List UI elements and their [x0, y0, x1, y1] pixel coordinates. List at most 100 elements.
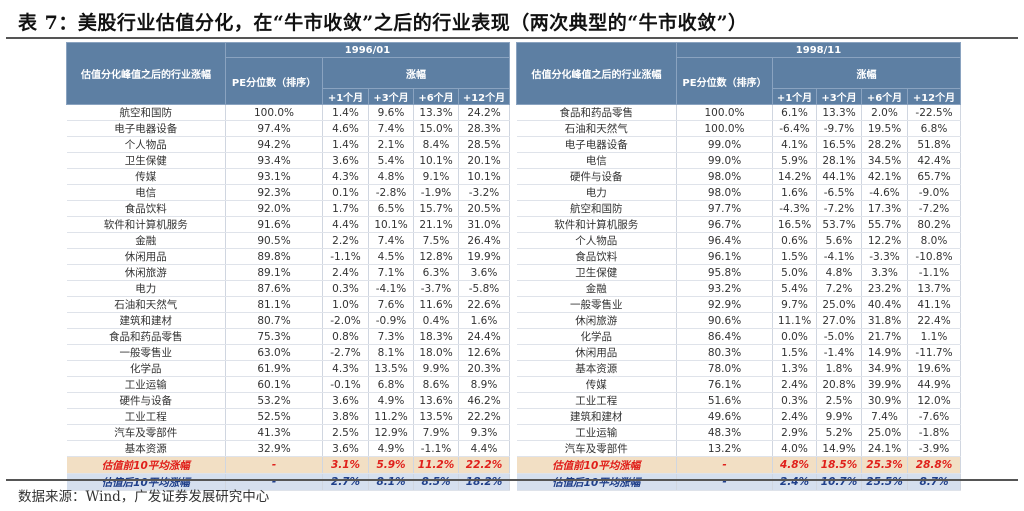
change-1m-cell: 16.5%: [772, 216, 817, 233]
industry-cell: 软件和计算机服务: [516, 216, 677, 233]
change-6m-cell: 3.3%: [861, 264, 908, 281]
industry-cell: 休闲用品: [66, 248, 226, 265]
industry-cell: 工业工程: [516, 392, 677, 409]
pe-percentile-cell: 100.0%: [676, 120, 773, 137]
change-12m-cell: 80.2%: [907, 216, 961, 233]
change-6m-cell: -1.1%: [413, 440, 459, 457]
change-1m-cell: -1.1%: [322, 248, 369, 265]
table-row: 一般零售业 92.9% 9.7% 25.0% 40.4% 41.1%: [516, 296, 961, 313]
industry-cell: 软件和计算机服务: [66, 216, 226, 233]
table-row: 传媒 76.1% 2.4% 20.8% 39.9% 44.9%: [516, 376, 961, 393]
change-3m-cell: -2.8%: [368, 184, 414, 201]
change-1m-cell: 3.1%: [322, 456, 369, 474]
table-row: 休闲旅游 89.1% 2.4% 7.1% 6.3% 3.6%: [66, 264, 510, 281]
change-3m-cell: 7.4%: [368, 232, 414, 249]
change-6m-cell: -4.6%: [861, 184, 908, 201]
pe-percentile-cell: -: [676, 473, 773, 491]
table-row: 卫生保健 95.8% 5.0% 4.8% 3.3% -1.1%: [516, 264, 961, 281]
change-3m-cell: 14.9%: [816, 440, 862, 457]
change-6m-cell: 13.3%: [413, 104, 459, 121]
pe-percentile-cell: 93.2%: [676, 280, 773, 297]
pe-percentile-cell: 92.3%: [225, 184, 323, 201]
change-1m-cell: 0.3%: [772, 392, 817, 409]
table-row: 食品饮料 92.0% 1.7% 6.5% 15.7% 20.5%: [66, 200, 510, 217]
change-3m-cell: 53.7%: [816, 216, 862, 233]
top-divider: [6, 37, 1018, 39]
change-3m-cell: 28.1%: [816, 152, 862, 169]
table-row: 硬件与设备 98.0% 14.2% 44.1% 42.1% 65.7%: [516, 168, 961, 185]
pe-percentile-cell: 52.5%: [225, 408, 323, 425]
change-1m-cell: 3.6%: [322, 392, 369, 409]
industry-cell: 传媒: [66, 168, 226, 185]
change-3m-cell: 5.6%: [816, 232, 862, 249]
industry-cell: 航空和国防: [66, 104, 226, 121]
change-1m-cell: 3.6%: [322, 440, 369, 457]
summary-row-post: 估值后10平均涨幅 -2.4% 10.7% 25.5% 8.7%: [516, 473, 961, 491]
table-row: 个人物品 94.2% 1.4% 2.1% 8.4% 28.5%: [66, 136, 510, 153]
change-1m-cell: 4.8%: [772, 456, 817, 474]
change-12m-cell: 9.3%: [458, 424, 510, 441]
industry-cell: 工业工程: [66, 408, 226, 425]
change-12m-cell: 41.1%: [907, 296, 961, 313]
industry-cell: 食品饮料: [516, 248, 677, 265]
change-6m-cell: 25.5%: [861, 473, 908, 491]
industry-cell: 电子电器设备: [516, 136, 677, 153]
change-6m-cell: -1.9%: [413, 184, 459, 201]
change-12m-cell: 1.1%: [907, 328, 961, 345]
change-3m-cell: -5.0%: [816, 328, 862, 345]
change-12m-cell: 4.4%: [458, 440, 510, 457]
change-6m-cell: 13.5%: [413, 408, 459, 425]
change-6m-cell: 17.3%: [861, 200, 908, 217]
pe-percentile-cell: 87.6%: [225, 280, 323, 297]
pe-percentile-cell: -: [225, 456, 323, 474]
pe-percentile-cell: 41.3%: [225, 424, 323, 441]
change-6m-cell: 7.9%: [413, 424, 459, 441]
pe-percentile-cell: 96.7%: [676, 216, 773, 233]
change-12m-cell: 12.6%: [458, 344, 510, 361]
change-3m-cell: -6.5%: [816, 184, 862, 201]
change-3m-cell: 7.1%: [368, 264, 414, 281]
change-1m-cell: 3.6%: [322, 152, 369, 169]
table-row: 电信 99.0% 5.9% 28.1% 34.5% 42.4%: [516, 152, 961, 169]
change-3m-cell: 44.1%: [816, 168, 862, 185]
industry-header: 估值分化峰值之后的行业涨幅: [516, 42, 677, 105]
change-1m-cell: 1.7%: [322, 200, 369, 217]
change-6m-cell: 15.7%: [413, 200, 459, 217]
table-row: 电子电器设备 97.4% 4.6% 7.4% 15.0% 28.3%: [66, 120, 510, 137]
change-3m-cell: 5.9%: [368, 456, 414, 474]
industry-cell: 卫生保健: [516, 264, 677, 281]
change-6m-cell: 7.4%: [861, 408, 908, 425]
pe-percentile-cell: 49.6%: [676, 408, 773, 425]
table-row: 工业工程 52.5% 3.8% 11.2% 13.5% 22.2%: [66, 408, 510, 425]
table-row: 基本资源 78.0% 1.3% 1.8% 34.9% 19.6%: [516, 360, 961, 377]
change-1m-cell: 1.3%: [772, 360, 817, 377]
pe-percentile-cell: 92.0%: [225, 200, 323, 217]
change-1m-cell: 2.4%: [772, 473, 817, 491]
change-6m-cell: 0.4%: [413, 312, 459, 329]
change-3m-cell: 25.0%: [816, 296, 862, 313]
change-6m-cell: 34.5%: [861, 152, 908, 169]
change-3m-cell: 4.8%: [816, 264, 862, 281]
change-1m-cell: 4.3%: [322, 360, 369, 377]
change-6m-cell: -3.7%: [413, 280, 459, 297]
table-row: 软件和计算机服务 91.6% 4.4% 10.1% 21.1% 31.0%: [66, 216, 510, 233]
change-6m-cell: 9.9%: [413, 360, 459, 377]
change-3m-cell: 5.2%: [816, 424, 862, 441]
change-3m-cell: -1.4%: [816, 344, 862, 361]
change-6m-cell: 25.0%: [861, 424, 908, 441]
industry-cell: 电力: [516, 184, 677, 201]
industry-cell: 电信: [516, 152, 677, 169]
pe-percentile-cell: 100.0%: [676, 104, 773, 121]
change-1m-cell: 2.5%: [322, 424, 369, 441]
pe-percentile-cell: 90.6%: [676, 312, 773, 329]
pe-percentile-cell: 97.7%: [676, 200, 773, 217]
change-3m-cell: 13.3%: [816, 104, 862, 121]
change-3m-cell: 6.8%: [368, 376, 414, 393]
pe-percentile-cell: 76.1%: [676, 376, 773, 393]
pe-percentile-cell: 92.9%: [676, 296, 773, 313]
change-6m-cell: 34.9%: [861, 360, 908, 377]
change-3m-cell: 18.5%: [816, 456, 862, 474]
change-12m-cell: 46.2%: [458, 392, 510, 409]
industry-cell: 建筑和建材: [516, 408, 677, 425]
change-1m-cell: 0.8%: [322, 328, 369, 345]
